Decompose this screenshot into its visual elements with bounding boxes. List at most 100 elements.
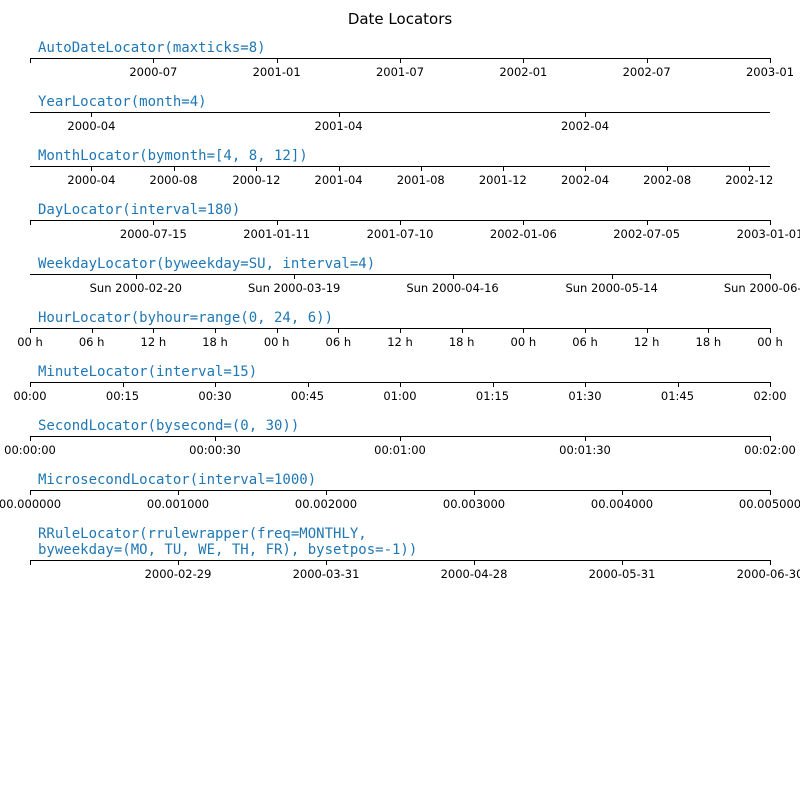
tick-mark (326, 490, 327, 495)
tick-mark (153, 328, 154, 333)
tick-mark (770, 560, 771, 565)
tick-label: 01:15 (476, 389, 509, 403)
tick-label: 2003-01 (746, 65, 794, 79)
tick-mark (612, 274, 613, 279)
axis-panel: AutoDateLocator(maxticks=8)2000-072001-0… (10, 40, 790, 86)
tick-mark (215, 436, 216, 441)
tick-label: 2001-07-10 (367, 227, 434, 241)
axis-line (30, 274, 770, 275)
tick-mark (585, 328, 586, 333)
tick-label: 2000-07-15 (120, 227, 187, 241)
axis-label: WeekdayLocator(byweekday=SU, interval=4) (30, 256, 770, 272)
tick-label: Sun 2000-02-20 (90, 281, 182, 295)
tick-label: 2000-04 (67, 119, 115, 133)
tick-mark (503, 166, 504, 171)
tick-mark (30, 382, 31, 387)
axis-line (30, 112, 770, 113)
tick-label: 2002-08 (643, 173, 691, 187)
tick-label: 2002-07-05 (613, 227, 680, 241)
tick-mark (30, 58, 31, 63)
tick-label: 2001-01-11 (243, 227, 310, 241)
tick-label: 00 h (17, 335, 43, 349)
axis: 2000-042000-082000-122001-042001-082001-… (30, 166, 770, 194)
tick-mark (770, 274, 771, 279)
tick-label: 12 h (387, 335, 413, 349)
tick-label: 18 h (696, 335, 722, 349)
tick-label: 12 h (141, 335, 167, 349)
tick-mark (153, 220, 154, 225)
tick-label: 2001-04 (315, 119, 363, 133)
tick-mark (30, 490, 31, 495)
tick-mark (770, 490, 771, 495)
tick-label: Sun 2000-06-11 (724, 281, 800, 295)
tick-label: 2000-04 (67, 173, 115, 187)
tick-label: 00:02:00 (744, 443, 796, 457)
tick-mark (647, 220, 648, 225)
tick-label: 12 h (634, 335, 660, 349)
tick-mark (770, 382, 771, 387)
tick-label: 01:00 (383, 389, 416, 403)
tick-mark (647, 58, 648, 63)
axis-panel: WeekdayLocator(byweekday=SU, interval=4)… (10, 256, 790, 302)
tick-label: 2001-08 (397, 173, 445, 187)
tick-label: Sun 2000-03-19 (248, 281, 340, 295)
tick-label: 18 h (449, 335, 475, 349)
axis: 00:0000:1500:3000:4501:0001:1501:3001:45… (30, 382, 770, 410)
tick-label: 2002-04 (561, 119, 609, 133)
tick-label: 00:30 (198, 389, 231, 403)
tick-mark (421, 166, 422, 171)
tick-label: 00.000000 (0, 497, 61, 511)
tick-mark (400, 328, 401, 333)
axis-panel: SecondLocator(bysecond=(0, 30)) 00:00:000… (10, 418, 790, 464)
tick-label: 02:00 (753, 389, 786, 403)
tick-mark (277, 328, 278, 333)
tick-mark (585, 112, 586, 117)
tick-label: 2002-12 (725, 173, 773, 187)
tick-mark (474, 490, 475, 495)
tick-mark (622, 560, 623, 565)
tick-label: 00.002000 (295, 497, 357, 511)
tick-mark (30, 560, 31, 565)
tick-label: 2000-08 (150, 173, 198, 187)
tick-label: 2001-12 (479, 173, 527, 187)
axis-label: AutoDateLocator(maxticks=8) (30, 40, 770, 56)
axis-label: MicrosecondLocator(interval=1000) (30, 472, 770, 488)
tick-mark (770, 220, 771, 225)
tick-mark (400, 436, 401, 441)
axis-label: SecondLocator(bysecond=(0, 30)) (30, 418, 770, 434)
tick-mark (400, 220, 401, 225)
tick-mark (215, 382, 216, 387)
axis-label: HourLocator(byhour=range(0, 24, 6)) (30, 310, 770, 326)
tick-mark (770, 436, 771, 441)
axis-panel: RRuleLocator(rrulewrapper(freq=MONTHLY,b… (10, 526, 790, 588)
tick-mark (174, 166, 175, 171)
tick-label: 2002-07 (623, 65, 671, 79)
tick-label: 00 h (511, 335, 537, 349)
axis: 00 h06 h12 h18 h00 h06 h12 h18 h00 h06 h… (30, 328, 770, 356)
tick-mark (453, 274, 454, 279)
axis-line (30, 560, 770, 561)
tick-mark (326, 560, 327, 565)
tick-mark (294, 274, 295, 279)
tick-label: 00:00:30 (189, 443, 241, 457)
tick-mark (30, 220, 31, 225)
axis-panel: MinuteLocator(interval=15)00:0000:1500:3… (10, 364, 790, 410)
tick-label: 00:01:30 (559, 443, 611, 457)
tick-mark (92, 328, 93, 333)
tick-label: 00.001000 (147, 497, 209, 511)
tick-label: 2001-04 (315, 173, 363, 187)
tick-mark (215, 328, 216, 333)
axis-label: RRuleLocator(rrulewrapper(freq=MONTHLY,b… (30, 526, 770, 558)
tick-mark (277, 58, 278, 63)
axis-label: DayLocator(interval=180) (30, 202, 770, 218)
tick-label: 2000-03-31 (293, 567, 360, 581)
tick-mark (622, 490, 623, 495)
tick-label: 00.005000 (739, 497, 800, 511)
tick-mark (678, 382, 679, 387)
tick-label: 2001-07 (376, 65, 424, 79)
tick-mark (400, 58, 401, 63)
tick-label: 2000-06-30 (737, 567, 800, 581)
tick-mark (647, 328, 648, 333)
tick-label: 00:00:00 (4, 443, 56, 457)
axis: 00:00:0000:00:3000:01:0000:01:3000:02:00 (30, 436, 770, 464)
